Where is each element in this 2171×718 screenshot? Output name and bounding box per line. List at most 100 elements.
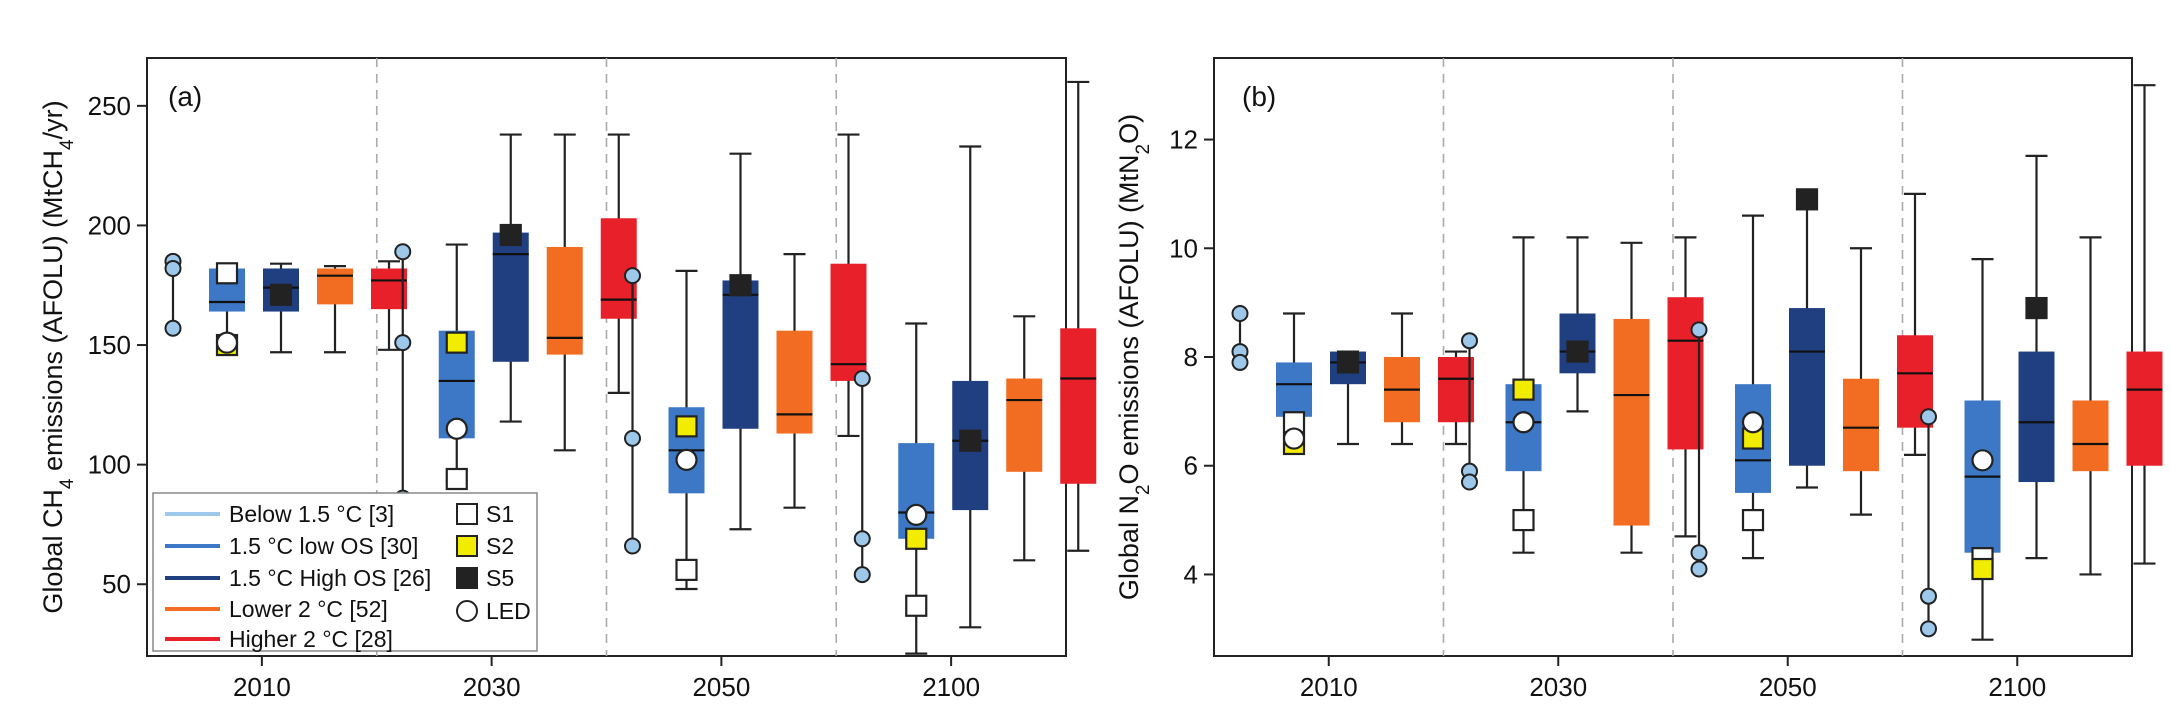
below-1-5-point — [1690, 544, 1708, 562]
marker-s5 — [499, 223, 522, 247]
panel-b: (b) 4 6 8 10 12 2010 2030 2050 2100 Global N2O e… — [1114, 57, 2163, 702]
below-1-5-point — [1920, 620, 1937, 638]
marker-led — [905, 503, 928, 526]
y-tick-label: 10 — [1169, 233, 1198, 263]
legend-marker-led — [456, 600, 478, 622]
y-tick-label: 100 — [88, 450, 131, 480]
below-1-5-point — [853, 370, 871, 388]
below-1-5-point — [394, 243, 412, 261]
marker-s2 — [1971, 557, 1994, 581]
below-1-5-point — [1690, 321, 1708, 339]
below-1-5-point — [1461, 332, 1478, 350]
box-iqr — [830, 263, 867, 381]
y-tick-label: 250 — [88, 91, 131, 121]
legend-label-s1: S1 — [486, 501, 514, 527]
panel-a: (a) 50 100 150 200 250 2010 2030 2050 2100 Globa… — [38, 57, 1097, 702]
legend-entry-1-5-low-os: 1.5 °C low OS [30] — [165, 533, 418, 559]
legend-entry-1-5-high-os: 1.5 °C High OS [26] — [165, 565, 431, 591]
box-iqr — [546, 246, 583, 355]
marker-s1 — [675, 558, 698, 581]
marker-s1 — [1741, 508, 1765, 532]
y-tick-label: 150 — [88, 330, 131, 360]
box-iqr — [371, 268, 407, 310]
legend-marker-s5 — [456, 567, 478, 589]
legend-marker-s1 — [456, 503, 478, 525]
below-1-5-point — [853, 566, 871, 584]
plot-content-b: 4 6 8 10 12 2010 2030 2050 2100 — [1169, 58, 2163, 702]
legend-entry-s5: S5 — [456, 565, 514, 591]
marker-s2 — [445, 331, 468, 354]
box-iqr — [317, 268, 353, 305]
legend-label-1-5-low-os: 1.5 °C low OS [30] — [229, 533, 418, 559]
y-axis-title-b: Global N2O emissions (AFOLU) (MtN2O) — [1114, 114, 1154, 600]
below-1-5-point — [1920, 408, 1937, 426]
box-iqr — [2072, 400, 2109, 472]
box-iqr — [492, 232, 529, 362]
legend-label-led: LED — [486, 598, 531, 624]
marker-s5 — [1795, 188, 1819, 211]
legend-entry-below-1-5: Below 1.5 °C [3] — [165, 501, 394, 527]
marker-s1 — [1512, 508, 1535, 532]
legend-label-1-5-high-os: 1.5 °C High OS [26] — [229, 565, 431, 591]
box-iqr — [2126, 351, 2163, 466]
below-1-5-point — [1461, 473, 1478, 491]
plot-content-a: 50 100 150 200 250 2010 2030 2050 2100 — [88, 58, 1097, 702]
below-1-5-point — [1231, 305, 1249, 323]
marker-led — [1971, 449, 1994, 472]
below-1-5-point — [164, 259, 182, 277]
legend-entry-s1: S1 — [456, 501, 514, 527]
panel-label-b: (b) — [1242, 81, 1276, 112]
x-tick-label: 2100 — [922, 672, 980, 702]
below-1-5-point — [624, 267, 641, 285]
y-tick-label: 4 — [1184, 559, 1198, 589]
marker-led — [675, 448, 698, 471]
box-iqr — [2018, 351, 2055, 483]
legend-label-higher-2: Higher 2 °C [28] — [229, 626, 393, 652]
legend-label-s2: S2 — [486, 533, 514, 559]
panel-label-a: (a) — [168, 81, 202, 112]
below-1-5-point — [624, 537, 641, 555]
legend-label-lower-2: Lower 2 °C [52] — [229, 596, 388, 622]
marker-led — [1282, 427, 1306, 450]
below-1-5-point — [1231, 353, 1249, 371]
box-iqr — [1438, 357, 1474, 423]
y-tick-label: 8 — [1184, 342, 1198, 372]
marker-s1 — [905, 594, 928, 617]
legend-entry-led: LED — [456, 598, 531, 624]
y-tick-label: 50 — [102, 569, 131, 599]
y-tick-label: 12 — [1169, 125, 1198, 155]
below-1-5-point — [1920, 587, 1937, 605]
marker-s5 — [2025, 296, 2048, 320]
marker-s5 — [1336, 351, 1360, 374]
marker-s2 — [675, 415, 698, 438]
y-tick-label: 6 — [1184, 451, 1198, 481]
legend-entry-s2: S2 — [456, 533, 514, 559]
below-1-5-point — [853, 530, 871, 548]
box-iqr — [1060, 328, 1097, 484]
x-tick-label: 2100 — [1988, 672, 2046, 702]
marker-s1 — [215, 262, 239, 285]
legend-marker-s2 — [456, 535, 478, 557]
box-iqr — [1843, 378, 1879, 472]
marker-s5 — [1566, 340, 1589, 363]
box-iqr — [1276, 362, 1312, 417]
marker-led — [445, 417, 468, 440]
marker-s5 — [959, 429, 982, 452]
box-iqr — [1613, 318, 1650, 526]
x-tick-label: 2010 — [233, 672, 291, 702]
marker-led — [1741, 411, 1765, 434]
below-1-5-point — [1690, 560, 1708, 578]
legend-entry-lower-2: Lower 2 °C [52] — [165, 596, 388, 622]
marker-led — [1512, 411, 1535, 434]
marker-led — [215, 331, 239, 354]
x-tick-label: 2030 — [1529, 672, 1587, 702]
marker-s5 — [269, 283, 293, 306]
marker-s1 — [445, 467, 468, 491]
below-1-5-point — [164, 319, 182, 337]
x-tick-label: 2050 — [1759, 672, 1817, 702]
marker-s2 — [1512, 378, 1535, 401]
x-tick-label: 2050 — [692, 672, 750, 702]
y-tick-label: 200 — [88, 210, 131, 240]
x-tick-label: 2010 — [1300, 672, 1358, 702]
